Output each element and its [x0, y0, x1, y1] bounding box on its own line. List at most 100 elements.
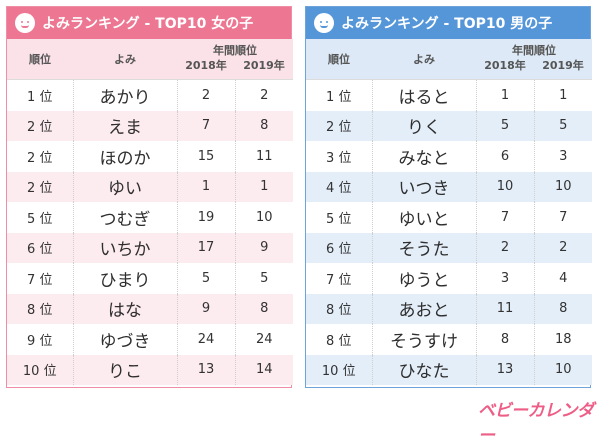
table-row: 2 位ほのか 15 11 [7, 141, 293, 172]
header-2019: 2019年 [243, 59, 285, 73]
rank-2019-cell: 11 [235, 141, 293, 172]
rank-2018-cell: 24 [177, 324, 236, 355]
header-rank-by-year: 年間順位 2018年 2019年 [177, 39, 293, 80]
rank-2018-cell: 7 [177, 110, 236, 141]
rank-2018-cell: 13 [476, 354, 535, 385]
rank-cell: 2 位 [7, 110, 74, 141]
yomi-cell: あかり [73, 79, 178, 111]
table-row: 7 位ゆうと 3 4 [306, 263, 592, 294]
rank-2019-cell: 1 [534, 79, 592, 111]
brand-logo: ベビーカレンダー [478, 401, 594, 446]
rank-2018-cell: 3 [476, 263, 535, 294]
yomi-cell: つむぎ [73, 202, 178, 233]
header-yomi: よみ [372, 39, 476, 80]
rank-2018-cell: 17 [177, 232, 236, 263]
yomi-cell: はな [73, 293, 178, 324]
yomi-cell: ひまり [73, 263, 178, 294]
yomi-cell: そうた [372, 232, 477, 263]
yomi-cell: そうすけ [372, 324, 477, 355]
yomi-cell: ゆづき [73, 324, 178, 355]
rank-2018-cell: 7 [476, 202, 535, 233]
girls-ranking-table: 順位 よみ 年間順位 2018年 2019年 1 位あかり 2 2 2 位えま 7 8 2 … [7, 39, 293, 385]
yomi-cell: はると [372, 79, 477, 111]
boys-panel-title: よみランキング - TOP10 男の子 [341, 16, 553, 32]
header-2018: 2018年 [185, 59, 227, 73]
rank-cell: 1 位 [306, 79, 373, 111]
rank-2019-cell: 3 [534, 141, 592, 172]
rank-2018-cell: 2 [476, 232, 535, 263]
table-row: 9 位ゆづき 24 24 [7, 324, 293, 355]
rank-2019-cell: 7 [534, 202, 592, 233]
table-row: 6 位いちか 17 9 [7, 232, 293, 263]
table-row: 10 位りこ 13 14 [7, 354, 293, 385]
rank-2019-cell: 5 [534, 110, 592, 141]
table-row: 2 位りく 5 5 [306, 110, 592, 141]
rank-cell: 7 位 [306, 263, 373, 294]
rank-cell: 8 位 [306, 324, 373, 355]
yomi-cell: ひなた [372, 354, 477, 385]
rank-cell: 2 位 [306, 110, 373, 141]
rank-cell: 3 位 [306, 141, 373, 172]
rank-2019-cell: 10 [534, 354, 592, 385]
rank-2019-cell: 1 [235, 171, 293, 202]
yomi-cell: いつき [372, 171, 477, 202]
yomi-cell: ゆいと [372, 202, 477, 233]
rank-cell: 9 位 [7, 324, 74, 355]
rank-2019-cell: 2 [534, 232, 592, 263]
rank-cell: 8 位 [306, 293, 373, 324]
yomi-cell: ゆうと [372, 263, 477, 294]
table-row: 4 位いつき 10 10 [306, 171, 592, 202]
boys-panel-header: よみランキング - TOP10 男の子 [306, 7, 590, 39]
table-row: 2 位ゆい 1 1 [7, 171, 293, 202]
rank-2018-cell: 2 [177, 79, 236, 111]
boy-face-icon [314, 13, 334, 33]
table-row: 1 位あかり 2 2 [7, 79, 293, 111]
rank-cell: 2 位 [7, 141, 74, 172]
table-row: 8 位あおと 11 8 [306, 293, 592, 324]
rank-2018-cell: 15 [177, 141, 236, 172]
rank-2019-cell: 8 [534, 293, 592, 324]
yomi-cell: いちか [73, 232, 178, 263]
table-row: 6 位そうた 2 2 [306, 232, 592, 263]
header-yomi: よみ [73, 39, 177, 80]
rank-cell: 10 位 [7, 354, 74, 385]
rank-cell: 8 位 [7, 293, 74, 324]
rank-2019-cell: 2 [235, 79, 293, 111]
rank-2019-cell: 5 [235, 263, 293, 294]
rank-cell: 5 位 [306, 202, 373, 233]
rank-cell: 5 位 [7, 202, 74, 233]
rank-2019-cell: 8 [235, 293, 293, 324]
boys-ranking-table: 順位 よみ 年間順位 2018年 2019年 1 位はると 1 1 2 位りく 5 5 3 … [306, 39, 592, 385]
yomi-cell: ほのか [73, 141, 178, 172]
yomi-cell: みなと [372, 141, 477, 172]
yomi-cell: えま [73, 110, 178, 141]
table-row: 2 位えま 7 8 [7, 110, 293, 141]
yomi-cell: あおと [372, 293, 477, 324]
rank-2019-cell: 14 [235, 354, 293, 385]
header-rank-by-year: 年間順位 2018年 2019年 [476, 39, 592, 80]
rank-cell: 2 位 [7, 171, 74, 202]
table-row: 1 位はると 1 1 [306, 79, 592, 111]
rank-cell: 7 位 [7, 263, 74, 294]
yomi-cell: ゆい [73, 171, 178, 202]
rank-2018-cell: 1 [476, 79, 535, 111]
header-2019: 2019年 [542, 59, 584, 73]
rank-2018-cell: 9 [177, 293, 236, 324]
header-rank: 順位 [7, 39, 73, 80]
table-row: 5 位つむぎ 19 10 [7, 202, 293, 233]
rank-2019-cell: 10 [235, 202, 293, 233]
yomi-cell: りく [372, 110, 477, 141]
rank-cell: 6 位 [7, 232, 74, 263]
rank-2018-cell: 6 [476, 141, 535, 172]
rank-2018-cell: 11 [476, 293, 535, 324]
girls-panel-title: よみランキング - TOP10 女の子 [42, 16, 254, 32]
rank-2018-cell: 10 [476, 171, 535, 202]
rank-2019-cell: 24 [235, 324, 293, 355]
rank-2018-cell: 5 [476, 110, 535, 141]
rank-2019-cell: 10 [534, 171, 592, 202]
boys-ranking-panel: よみランキング - TOP10 男の子 順位 よみ 年間順位 2018年 201… [305, 6, 592, 388]
table-row: 3 位みなと 6 3 [306, 141, 592, 172]
girls-ranking-panel: よみランキング - TOP10 女の子 順位 よみ 年間順位 2018年 201… [6, 6, 293, 388]
table-row: 10 位ひなた 13 10 [306, 354, 592, 385]
rank-cell: 6 位 [306, 232, 373, 263]
